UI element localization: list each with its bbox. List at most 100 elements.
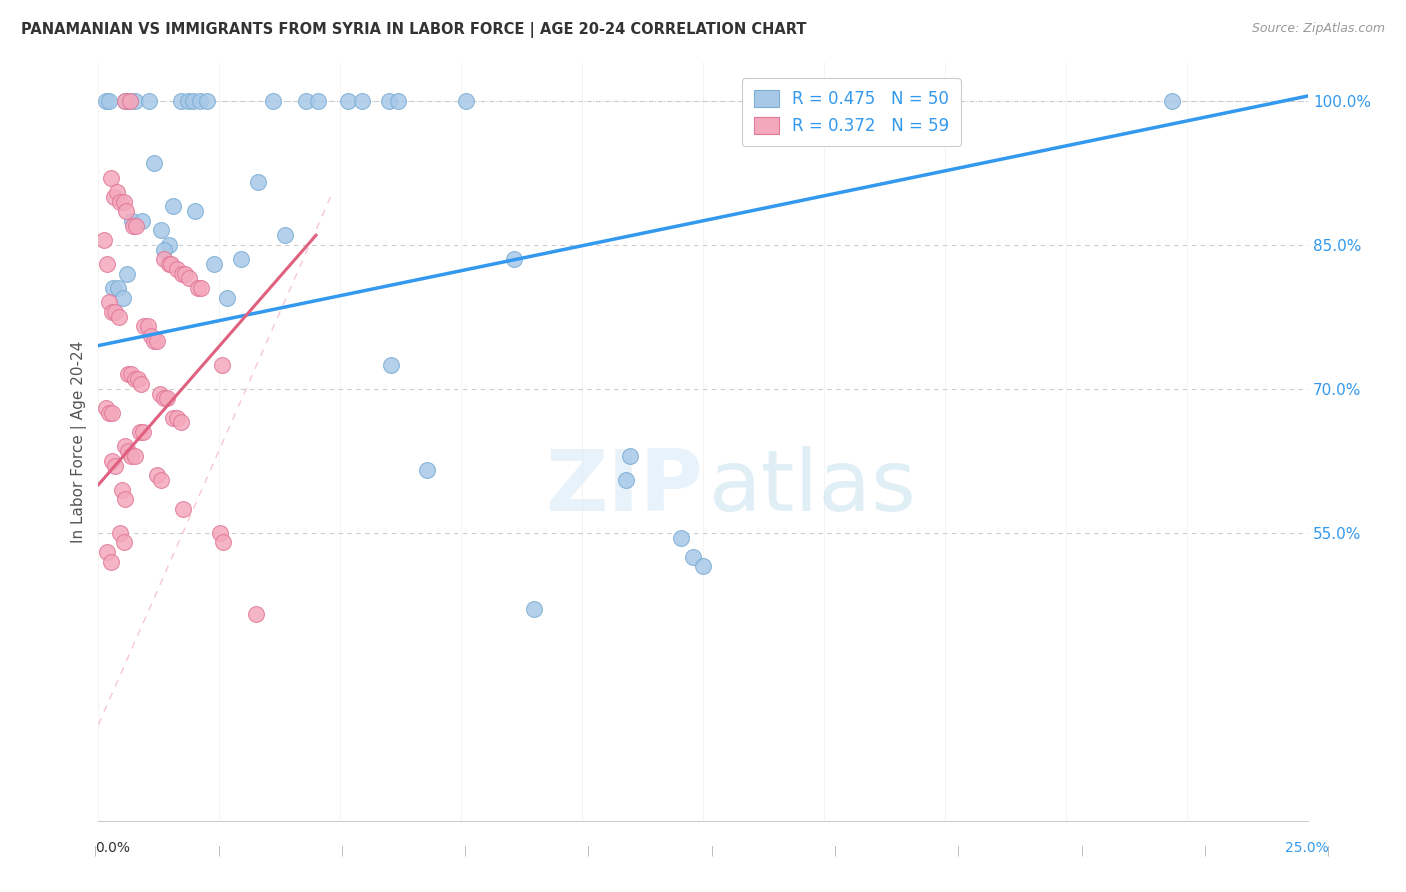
- Point: [614, 473, 637, 487]
- Point: [117, 444, 139, 458]
- Point: [111, 483, 134, 497]
- Point: [114, 94, 136, 108]
- Text: |: |: [218, 846, 221, 856]
- Point: [146, 334, 169, 348]
- Point: [152, 252, 174, 267]
- Point: [308, 94, 330, 108]
- Point: [162, 410, 184, 425]
- Point: [823, 94, 845, 108]
- Point: [150, 223, 173, 237]
- Point: [173, 267, 195, 281]
- Point: [503, 252, 526, 267]
- Point: [117, 267, 139, 281]
- Point: [100, 554, 122, 568]
- Point: [108, 194, 131, 209]
- Point: [380, 358, 402, 372]
- Point: [107, 310, 129, 324]
- Point: [105, 185, 128, 199]
- Text: PANAMANIAN VS IMMIGRANTS FROM SYRIA IN LABOR FORCE | AGE 20-24 CORRELATION CHART: PANAMANIAN VS IMMIGRANTS FROM SYRIA IN L…: [21, 22, 807, 38]
- Text: |: |: [94, 846, 97, 856]
- Point: [188, 94, 211, 108]
- Point: [149, 386, 172, 401]
- Point: [121, 214, 143, 228]
- Point: [692, 559, 714, 574]
- Point: [190, 281, 212, 295]
- Point: [112, 194, 135, 209]
- Point: [170, 267, 193, 281]
- Text: |: |: [1080, 846, 1084, 856]
- Point: [101, 406, 124, 420]
- Point: [138, 94, 160, 108]
- Point: [177, 94, 200, 108]
- Point: [209, 525, 232, 540]
- Point: [124, 449, 146, 463]
- Point: [187, 281, 209, 295]
- Point: [671, 531, 693, 545]
- Point: [247, 175, 270, 189]
- Point: [124, 372, 146, 386]
- Point: [215, 291, 238, 305]
- Point: [98, 295, 121, 310]
- Point: [211, 358, 233, 372]
- Point: [1161, 94, 1184, 108]
- Point: [181, 94, 204, 108]
- Point: [157, 257, 180, 271]
- Text: atlas: atlas: [709, 445, 917, 529]
- Point: [742, 94, 765, 108]
- Point: [101, 454, 124, 468]
- Text: ZIP: ZIP: [546, 445, 703, 529]
- Point: [129, 376, 152, 391]
- Point: [160, 257, 183, 271]
- Point: [273, 228, 295, 243]
- Point: [619, 449, 641, 463]
- Point: [169, 94, 191, 108]
- Point: [166, 261, 188, 276]
- Point: [112, 535, 135, 549]
- Point: [156, 392, 179, 406]
- Point: [143, 156, 166, 170]
- Point: [136, 319, 159, 334]
- Point: [387, 94, 409, 108]
- Point: [120, 449, 142, 463]
- Point: [146, 468, 169, 483]
- Point: [204, 257, 226, 271]
- Point: [122, 219, 145, 233]
- Point: [134, 319, 156, 334]
- Text: |: |: [464, 846, 467, 856]
- Text: |: |: [1204, 846, 1206, 856]
- Point: [336, 94, 359, 108]
- Legend: R = 0.475   N = 50, R = 0.372   N = 59: R = 0.475 N = 50, R = 0.372 N = 59: [742, 78, 960, 146]
- Point: [98, 406, 121, 420]
- Point: [120, 368, 142, 382]
- Point: [789, 94, 811, 108]
- Point: [107, 281, 129, 295]
- Y-axis label: In Labor Force | Age 20-24: In Labor Force | Age 20-24: [72, 341, 87, 542]
- Point: [172, 501, 194, 516]
- Point: [295, 94, 318, 108]
- Point: [162, 199, 184, 213]
- Text: |: |: [1327, 846, 1330, 856]
- Point: [103, 190, 125, 204]
- Point: [377, 94, 399, 108]
- Text: |: |: [834, 846, 837, 856]
- Point: [104, 305, 127, 319]
- Text: |: |: [710, 846, 714, 856]
- Point: [96, 545, 118, 559]
- Point: [118, 94, 141, 108]
- Point: [117, 368, 139, 382]
- Text: |: |: [957, 846, 960, 856]
- Point: [100, 170, 122, 185]
- Point: [195, 94, 218, 108]
- Point: [152, 392, 174, 406]
- Point: [262, 94, 284, 108]
- Point: [98, 94, 121, 108]
- Point: [128, 425, 150, 439]
- Point: [245, 607, 267, 622]
- Text: |: |: [588, 846, 591, 856]
- Point: [139, 329, 162, 343]
- Point: [125, 219, 148, 233]
- Point: [96, 257, 118, 271]
- Point: [114, 492, 136, 507]
- Point: [115, 204, 138, 219]
- Point: [101, 281, 124, 295]
